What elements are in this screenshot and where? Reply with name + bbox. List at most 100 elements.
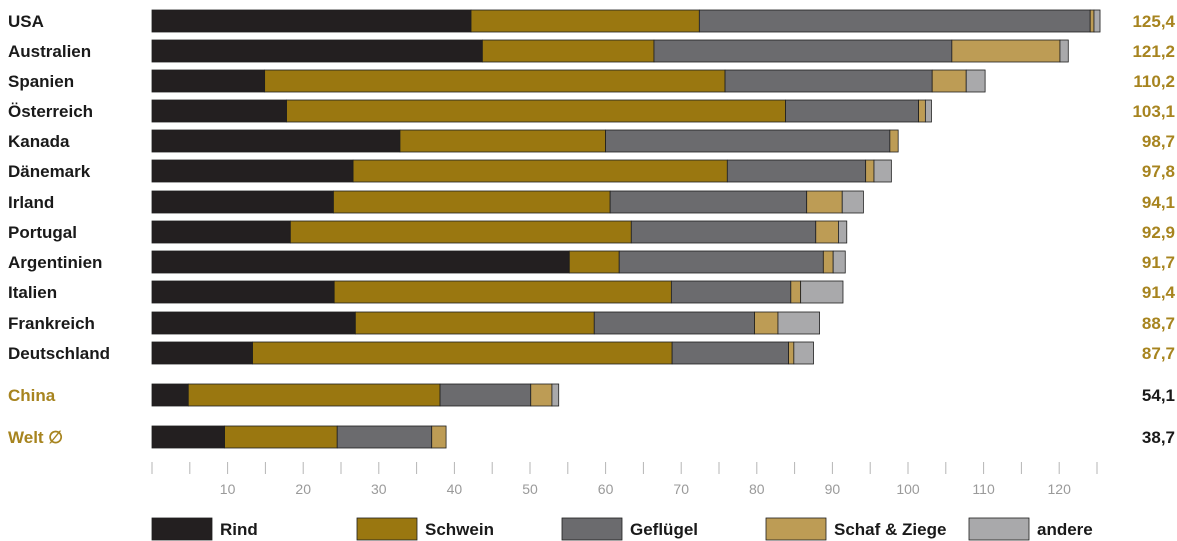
bar-segment-schwein: [399, 129, 607, 153]
bar-row: Kanada 98,7: [8, 129, 1175, 153]
bar-segment-schwein: [333, 190, 611, 214]
bar-row: USA 125,4: [8, 9, 1176, 33]
bar-row: Welt ∅ 38,7: [8, 425, 1175, 449]
bar-segment-andere: [800, 280, 844, 304]
bar-segment-andere: [832, 250, 846, 274]
bar-segment-gefl-gel: [698, 9, 1091, 33]
bar-segment-schwein: [264, 69, 726, 93]
bar-segment-andere: [838, 220, 848, 244]
tick-label: 30: [371, 481, 387, 497]
bar-segment-gefl-gel: [630, 220, 817, 244]
total-value-label: 87,7: [1142, 344, 1175, 363]
legend: Rind Schwein Geflügel Schaf & Ziege andere: [151, 517, 1093, 541]
tick-label: 120: [1048, 481, 1072, 497]
legend-label: andere: [1037, 520, 1093, 539]
category-label: Portugal: [8, 223, 77, 242]
total-value-label: 110,2: [1133, 72, 1175, 91]
bar-segment-gefl-gel: [593, 311, 755, 335]
bar-row: Deutschland 87,7: [8, 341, 1175, 365]
tick-label: 80: [749, 481, 765, 497]
bar-segment-gefl-gel: [609, 190, 808, 214]
bar-segment-schaf-ziege: [431, 425, 447, 449]
legend-label: Rind: [220, 520, 258, 539]
bar-row: Spanien 110,2: [8, 69, 1175, 93]
tick-label: 10: [220, 481, 236, 497]
bar-segment-andere: [873, 159, 892, 183]
bar-segment-andere: [793, 341, 814, 365]
bar-segment-schwein: [352, 159, 728, 183]
bar-segment-rind: [151, 9, 472, 33]
bar-segment-rind: [151, 280, 335, 304]
category-label: China: [8, 386, 56, 405]
total-value-label: 97,8: [1142, 162, 1175, 181]
bar-segment-schwein: [333, 280, 672, 304]
bar-row: Frankreich 88,7: [8, 311, 1175, 335]
bar-segment-gefl-gel: [785, 99, 919, 123]
bar-segment-andere: [841, 190, 864, 214]
bar-segment-schwein: [286, 99, 786, 123]
total-value-label: 92,9: [1142, 223, 1175, 242]
total-value-label: 94,1: [1142, 193, 1175, 212]
legend-swatch: [968, 517, 1030, 541]
bar-row: Italien 91,4: [8, 280, 1176, 304]
bar-segment-rind: [151, 129, 401, 153]
tick-label: 60: [598, 481, 614, 497]
category-label: Kanada: [8, 132, 70, 151]
bar-row: Australien 121,2: [8, 39, 1175, 63]
tick-label: 110: [972, 481, 995, 497]
bar-segment-rind: [151, 425, 225, 449]
total-value-label: 98,7: [1142, 132, 1175, 151]
bar-segment-gefl-gel: [724, 69, 933, 93]
bar-segment-andere: [1093, 9, 1101, 33]
bar-segment-andere: [551, 383, 560, 407]
category-label: USA: [8, 12, 44, 31]
bar-segment-schaf-ziege: [951, 39, 1061, 63]
bar-segment-gefl-gel: [726, 159, 867, 183]
bar-segment-rind: [151, 220, 291, 244]
legend-swatch: [151, 517, 213, 541]
bar-segment-andere: [924, 99, 932, 123]
legend-item: andere: [968, 517, 1093, 541]
legend-swatch: [356, 517, 418, 541]
total-value-label: 54,1: [1142, 386, 1175, 405]
bar-segment-schaf-ziege: [815, 220, 839, 244]
bar-segment-schwein: [224, 425, 338, 449]
bar-segment-gefl-gel: [336, 425, 433, 449]
bar-segment-schwein: [289, 220, 632, 244]
legend-label: Schaf & Ziege: [834, 520, 946, 539]
total-value-label: 121,2: [1132, 42, 1175, 61]
bar-segment-gefl-gel: [670, 280, 792, 304]
category-label: Österreich: [8, 102, 93, 121]
bar-row: Österreich 103,1: [8, 99, 1175, 123]
bar-segment-schaf-ziege: [931, 69, 967, 93]
tick-label: 70: [673, 481, 689, 497]
bar-segment-rind: [151, 190, 334, 214]
bar-segment-gefl-gel: [618, 250, 824, 274]
bar-segment-schwein: [568, 250, 620, 274]
total-value-label: 38,7: [1142, 428, 1175, 447]
total-value-label: 125,4: [1132, 12, 1175, 31]
bar-row: Portugal 92,9: [8, 220, 1175, 244]
bar-segment-schaf-ziege: [889, 129, 899, 153]
bar-segment-schaf-ziege: [918, 99, 926, 123]
bar-segment-schaf-ziege: [530, 383, 553, 407]
category-label: Dänemark: [8, 162, 91, 181]
bar-segment-andere: [777, 311, 820, 335]
bar-segment-schwein: [354, 311, 595, 335]
bar-segment-andere: [1059, 39, 1069, 63]
bar-segment-schaf-ziege: [806, 190, 843, 214]
bar-segment-rind: [151, 311, 356, 335]
legend-swatch: [561, 517, 623, 541]
bar-row: Dänemark 97,8: [8, 159, 1175, 183]
tick-label: 20: [295, 481, 311, 497]
bar-rows: USA 125,4 Australien 121,2 Spanien 110,2 Öster…: [8, 9, 1176, 449]
total-value-label: 91,7: [1142, 253, 1175, 272]
bar-segment-schaf-ziege: [754, 311, 779, 335]
bar-segment-rind: [151, 250, 570, 274]
legend-item: Schaf & Ziege: [765, 517, 946, 541]
legend-label: Schwein: [425, 520, 494, 539]
bar-segment-schaf-ziege: [788, 341, 795, 365]
tick-label: 50: [522, 481, 538, 497]
category-label: Welt ∅: [8, 428, 63, 447]
